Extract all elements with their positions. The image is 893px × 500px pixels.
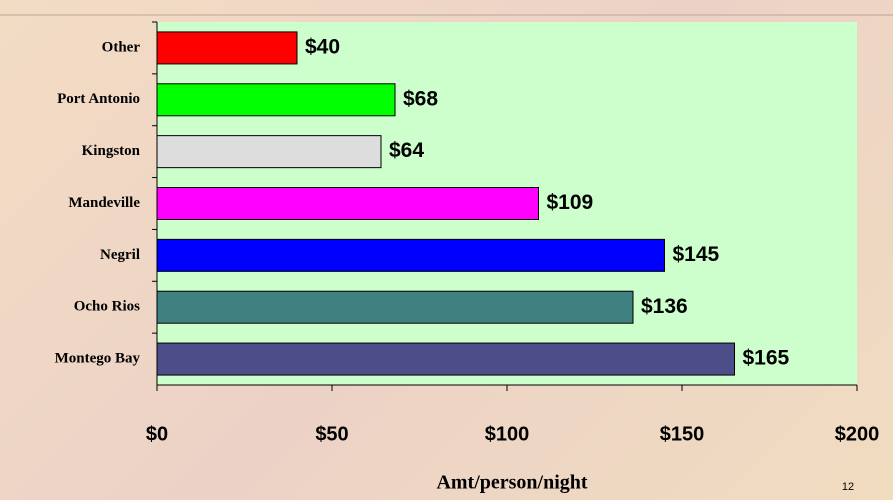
y-tick-label: Ocho Rios	[74, 299, 140, 315]
x-tick-label: $50	[315, 423, 348, 445]
value-label: $109	[547, 191, 594, 214]
x-tick-label: $100	[485, 423, 530, 445]
bar	[156, 135, 382, 169]
x-tick-label: $150	[660, 423, 705, 445]
bar	[156, 342, 735, 376]
y-tick-label: Negril	[100, 247, 140, 263]
x-axis-label: Amt/person/night	[436, 472, 587, 494]
bar	[156, 290, 634, 324]
page-number: 12	[842, 481, 854, 493]
y-tick-label: Kingston	[82, 143, 141, 159]
value-label: $64	[389, 139, 424, 162]
x-tick-label: $0	[146, 423, 168, 445]
x-tick-label: $200	[835, 423, 880, 445]
value-label: $145	[673, 243, 720, 266]
bar	[156, 31, 298, 65]
value-label: $136	[641, 295, 688, 318]
y-tick-label: Mandeville	[68, 195, 140, 211]
value-label: $165	[743, 347, 790, 370]
value-label: $40	[305, 35, 340, 58]
bar	[156, 83, 396, 117]
y-tick-label: Montego Bay	[55, 351, 141, 367]
y-tick-label: Other	[102, 39, 141, 55]
bar	[156, 187, 539, 220]
bar	[156, 238, 665, 272]
y-tick-label: Port Antonio	[57, 91, 140, 107]
value-label: $68	[403, 87, 438, 110]
